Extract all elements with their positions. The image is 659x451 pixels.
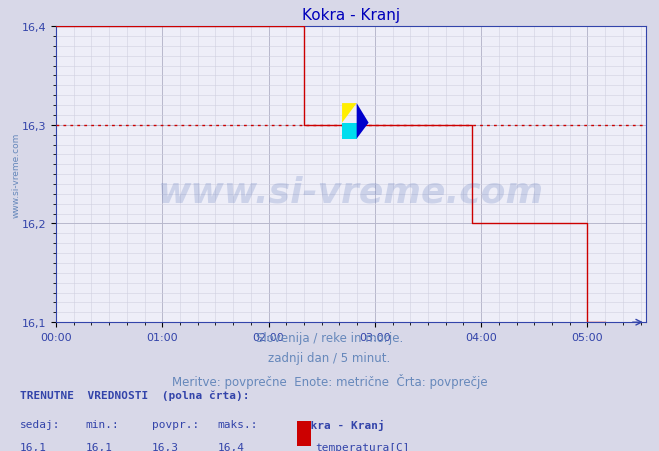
Text: min.:: min.:	[86, 419, 119, 429]
Text: TRENUTNE  VREDNOSTI  (polna črta):: TRENUTNE VREDNOSTI (polna črta):	[20, 390, 249, 400]
Text: 16,3: 16,3	[152, 442, 179, 451]
Text: temperatura[C]: temperatura[C]	[315, 442, 409, 451]
Y-axis label: www.si-vreme.com: www.si-vreme.com	[11, 132, 20, 217]
Polygon shape	[342, 104, 357, 124]
Text: 16,4: 16,4	[217, 442, 244, 451]
Text: sedaj:: sedaj:	[20, 419, 60, 429]
Text: 16,1: 16,1	[20, 442, 47, 451]
Polygon shape	[342, 124, 357, 139]
Text: Kokra - Kranj: Kokra - Kranj	[297, 419, 384, 430]
Text: www.si-vreme.com: www.si-vreme.com	[158, 175, 544, 209]
Text: maks.:: maks.:	[217, 419, 258, 429]
Text: Slovenija / reke in morje.
zadnji dan / 5 minut.
Meritve: povprečne  Enote: metr: Slovenija / reke in morje. zadnji dan / …	[172, 331, 487, 388]
Text: povpr.:: povpr.:	[152, 419, 199, 429]
Text: 16,1: 16,1	[86, 442, 113, 451]
Title: Kokra - Kranj: Kokra - Kranj	[302, 8, 400, 23]
Polygon shape	[357, 104, 368, 139]
